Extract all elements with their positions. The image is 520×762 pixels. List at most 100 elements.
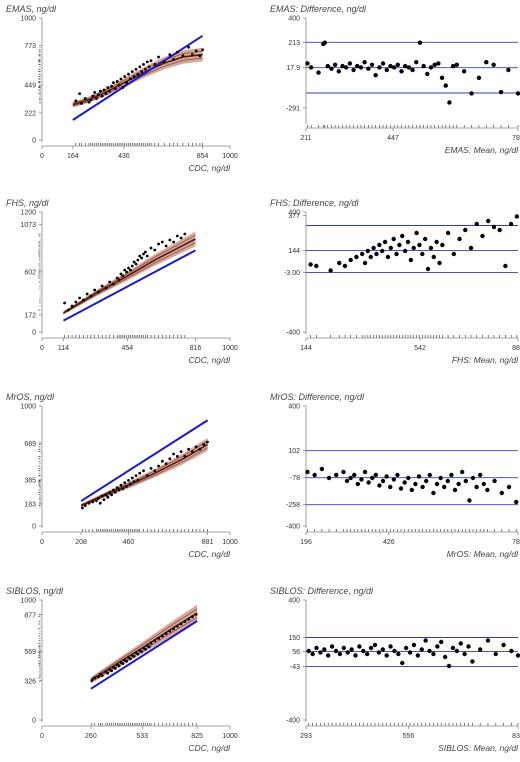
data-point bbox=[442, 484, 447, 490]
data-point bbox=[149, 246, 153, 250]
data-point bbox=[477, 647, 483, 652]
x-tick-label: 1000 bbox=[222, 733, 238, 740]
data-point bbox=[436, 61, 441, 66]
data-point bbox=[83, 504, 87, 507]
data-point bbox=[179, 236, 183, 240]
data-point bbox=[352, 472, 357, 478]
data-point bbox=[466, 644, 471, 649]
data-point bbox=[355, 63, 360, 69]
data-point bbox=[175, 455, 179, 458]
data-point bbox=[380, 478, 386, 484]
x-tick-label: 426 bbox=[383, 539, 395, 546]
data-point bbox=[115, 276, 119, 280]
data-point bbox=[168, 457, 172, 461]
x-axis-label: FHS: Mean, ng/dl bbox=[452, 355, 519, 365]
x-tick-label: 211 bbox=[300, 135, 311, 142]
data-point bbox=[391, 65, 397, 70]
panel-title: FHS, ng/dl bbox=[6, 198, 50, 208]
data-point bbox=[431, 490, 436, 496]
y-tick-label: 1200 bbox=[20, 210, 36, 217]
data-point bbox=[340, 63, 345, 69]
data-point bbox=[108, 280, 112, 284]
fit-line bbox=[63, 234, 196, 313]
data-point bbox=[326, 653, 331, 658]
data-point bbox=[78, 92, 81, 96]
x-tick-label: 1000 bbox=[222, 345, 238, 352]
x-tick-label: 454 bbox=[122, 345, 134, 352]
data-point bbox=[153, 248, 157, 252]
data-point bbox=[403, 645, 409, 651]
data-point bbox=[63, 301, 66, 305]
data-point bbox=[134, 67, 138, 71]
data-point bbox=[191, 615, 194, 619]
data-point bbox=[458, 641, 463, 646]
data-point bbox=[74, 99, 78, 103]
data-point bbox=[149, 59, 153, 63]
data-point bbox=[380, 248, 385, 254]
data-point bbox=[396, 651, 401, 657]
data-point bbox=[364, 651, 370, 657]
data-point bbox=[117, 278, 121, 282]
data-point bbox=[157, 464, 160, 468]
y-tick-label: 1000 bbox=[20, 16, 36, 23]
data-point bbox=[491, 224, 497, 230]
x-tick-label: 816 bbox=[190, 345, 202, 352]
data-point bbox=[425, 71, 430, 77]
data-point bbox=[136, 72, 140, 76]
data-point bbox=[168, 238, 172, 242]
data-point bbox=[411, 642, 417, 648]
data-point bbox=[121, 487, 125, 491]
data-point bbox=[491, 62, 496, 67]
data-point bbox=[112, 282, 115, 286]
data-point bbox=[308, 65, 314, 70]
y-tick-label: 377 bbox=[288, 213, 300, 220]
x-axis-label: SIBLOS: Mean, ng/dl bbox=[438, 743, 519, 753]
data-point bbox=[451, 251, 457, 257]
data-point bbox=[341, 469, 346, 475]
data-point bbox=[355, 481, 361, 487]
x-tick-label: 786 bbox=[512, 135, 520, 142]
x-tick-label: 196 bbox=[300, 539, 312, 546]
data-point bbox=[100, 94, 104, 98]
data-point bbox=[391, 477, 397, 482]
data-point bbox=[462, 651, 467, 657]
data-point bbox=[428, 245, 434, 251]
data-point bbox=[414, 230, 419, 236]
data-point bbox=[132, 655, 136, 658]
data-point bbox=[359, 251, 365, 257]
data-point bbox=[427, 648, 432, 654]
data-point bbox=[123, 268, 127, 272]
data-point bbox=[117, 83, 121, 87]
data-point bbox=[85, 292, 89, 296]
data-point bbox=[485, 638, 491, 643]
data-point bbox=[93, 288, 97, 292]
data-point bbox=[110, 493, 113, 497]
y-tick-label: -291 bbox=[286, 105, 300, 112]
panel-emas-ba: EMAS: Difference, ng/dl 400 213 17.9 -291 211… bbox=[270, 4, 520, 155]
data-point bbox=[312, 472, 317, 478]
data-point bbox=[145, 254, 149, 258]
y-tick-label: 449 bbox=[24, 83, 36, 90]
data-point bbox=[128, 77, 132, 81]
data-point bbox=[434, 239, 439, 245]
data-point bbox=[325, 63, 330, 69]
data-point bbox=[164, 462, 168, 465]
y-tick-label: 0 bbox=[32, 330, 36, 337]
data-point bbox=[153, 639, 157, 643]
data-point bbox=[179, 622, 183, 626]
y-tick-label: 56 bbox=[292, 649, 300, 656]
data-point bbox=[322, 647, 327, 652]
data-point bbox=[104, 493, 108, 497]
data-point bbox=[121, 86, 125, 89]
data-point bbox=[140, 70, 144, 74]
x-tick-label: 0 bbox=[40, 539, 44, 546]
data-point bbox=[416, 474, 422, 479]
data-point bbox=[314, 645, 319, 651]
data-point bbox=[384, 474, 389, 479]
data-point bbox=[515, 653, 520, 658]
data-point bbox=[501, 642, 506, 648]
data-point bbox=[316, 70, 321, 75]
data-point bbox=[194, 445, 198, 449]
data-point bbox=[100, 674, 104, 677]
